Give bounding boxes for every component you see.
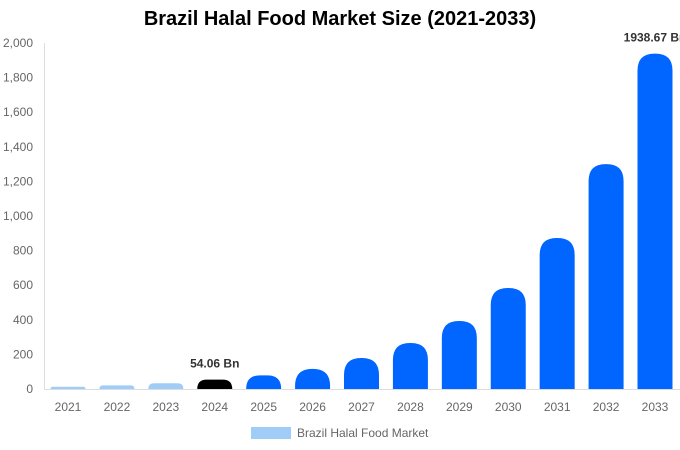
bar-2030 [490,287,526,389]
y-tick-label: 200 [13,347,33,361]
bar-2031 [539,237,575,389]
bar-2025 [246,375,282,389]
y-tick-label: 1,000 [3,209,33,223]
y-tick-label: 1,400 [3,140,33,154]
legend-swatch [251,427,291,439]
y-tick-label: 1,600 [3,105,33,119]
chart-title: Brazil Halal Food Market Size (2021-2033… [143,8,537,30]
bar-2026 [295,368,331,389]
x-tick-label: 2033 [642,400,669,414]
legend: Brazil Halal Food Market [251,426,428,440]
x-tick-label: 2024 [201,400,228,414]
bar-2032 [588,164,624,389]
x-tick-label: 2029 [446,400,473,414]
legend-label: Brazil Halal Food Market [297,426,429,440]
y-tick-label: 600 [13,278,33,292]
bar-2033 [637,53,673,390]
bar-2021 [50,386,86,389]
y-tick-label: 1,200 [3,174,33,188]
bar-2022 [99,385,135,389]
y-tick-label: 1,800 [3,71,33,85]
x-tick-label: 2032 [593,400,620,414]
x-tick-label: 2021 [55,400,82,414]
x-tick-label: 2025 [250,400,277,414]
y-tick-label: 800 [13,244,33,258]
x-tick-label: 2030 [495,400,522,414]
x-tick-label: 2027 [348,400,375,414]
y-tick-label: 2,000 [3,36,33,50]
y-tick-label: 0 [26,382,33,396]
x-tick-label: 2026 [299,400,326,414]
data-label-2024: 54.06 Bn [190,357,239,371]
x-tick-label: 2031 [544,400,571,414]
x-tick-label: 2022 [104,400,131,414]
bar-2028 [392,342,428,389]
y-tick-label: 400 [13,313,33,327]
bar-2027 [344,358,379,389]
data-label-2033: 1938.67 Bn [624,31,680,45]
x-tick-label: 2023 [152,400,179,414]
bar-2023 [148,383,184,389]
bar-chart: 0 200 400 600 800 1,000 1,200 1,400 1,600 1,800 2,… [3,31,680,414]
bar-2029 [441,321,477,389]
bar-2024 [197,379,233,389]
x-tick-label: 2028 [397,400,424,414]
